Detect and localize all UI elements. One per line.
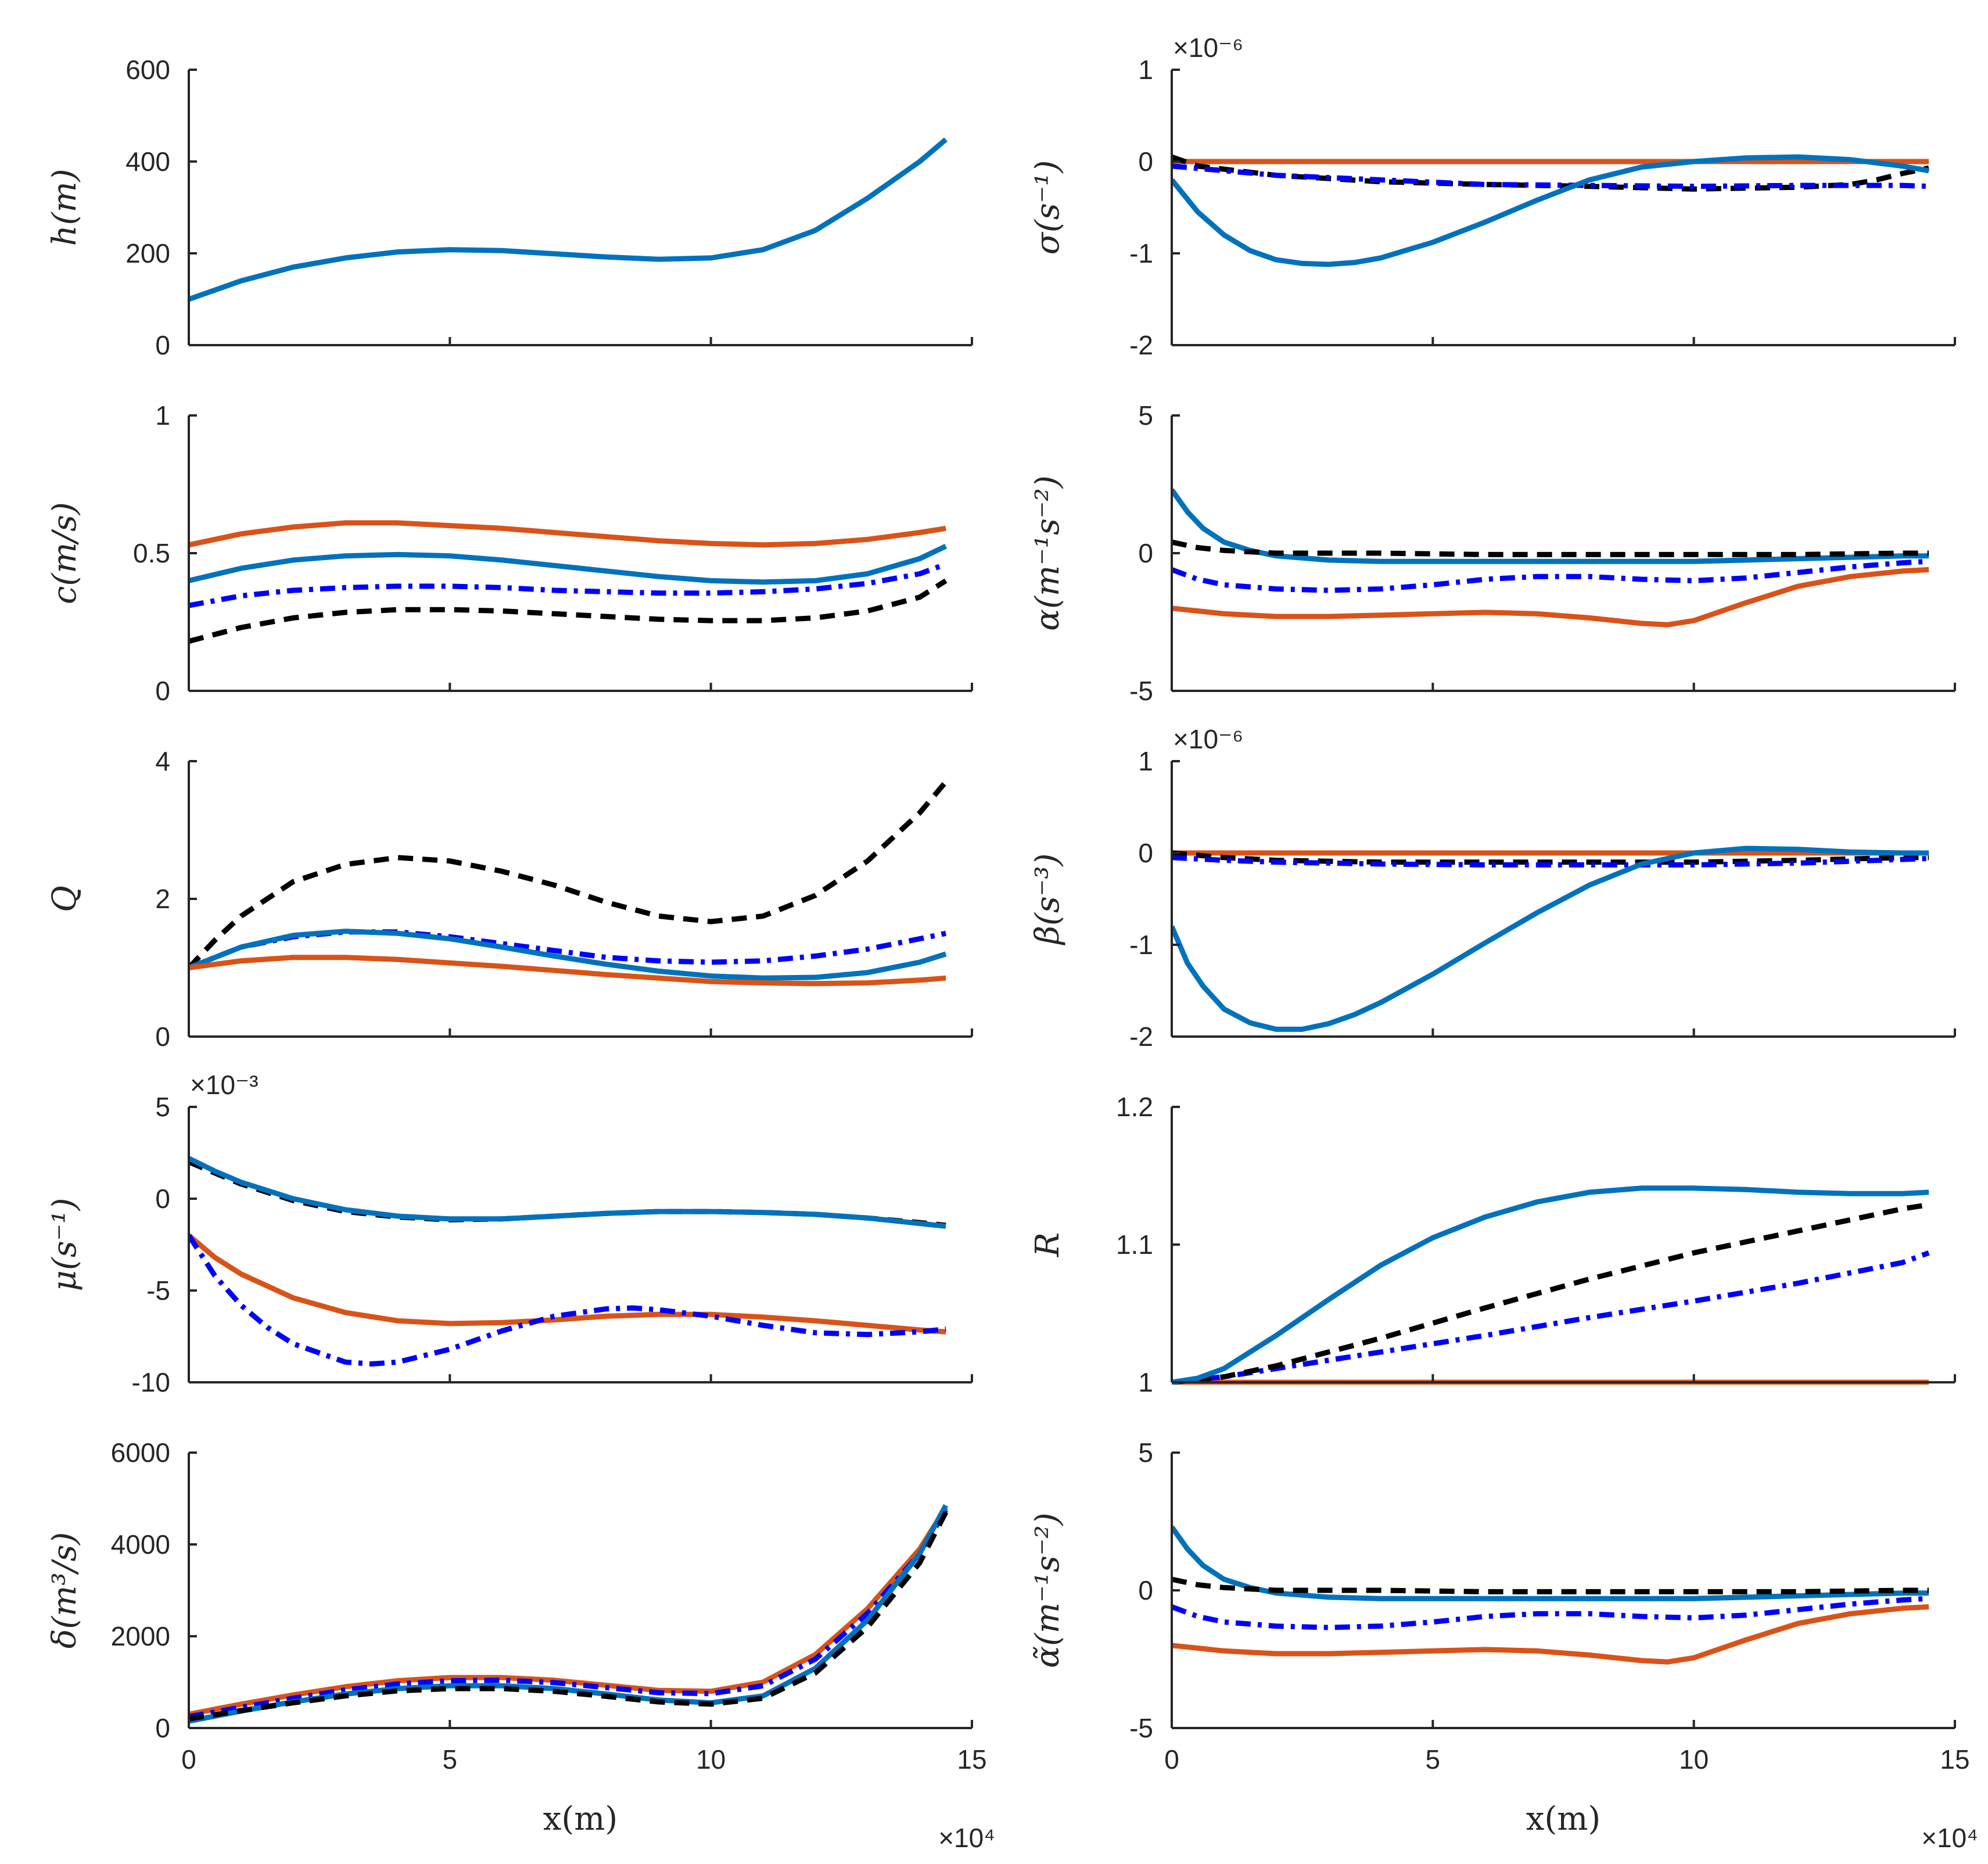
panel-6: -2 -1 0 1 ×10⁻⁶ β(s⁻³) [1029, 724, 1956, 1052]
panel-9: 0 5 10 15 0 2000 4000 6000 δ(m³/s) x(m) ×10⁴ [46, 1438, 995, 1853]
y-tick-label: 1 [1138, 746, 1153, 776]
y-axis-label: α̃(m⁻¹s⁻²) [1029, 1512, 1067, 1668]
y-axis-label: β(s⁻³) [1029, 854, 1067, 946]
y-axis-label: σ(s⁻¹) [1029, 160, 1067, 255]
y-axis-label: α(m⁻¹s⁻²) [1029, 475, 1067, 630]
x-tick-label: 5 [1426, 1744, 1441, 1775]
x-tick-label: 15 [1940, 1744, 1969, 1775]
series-solid-orange [1172, 1604, 1929, 1665]
panel-3: 0 0.5 1 c(m/s) [46, 400, 973, 706]
series-dashed-black [1172, 539, 1929, 557]
series-solid-blue [189, 137, 948, 302]
x-tick-label: 10 [1679, 1744, 1709, 1775]
y-tick-label: -5 [146, 1275, 170, 1306]
series-dashdot-blue [189, 1508, 948, 1719]
panel-5: 0 2 4 Q [46, 746, 973, 1052]
y-tick-label: 0 [155, 1713, 170, 1743]
y-tick-label: 0 [1138, 1575, 1153, 1605]
y-axis-label: δ(m³/s) [46, 1532, 84, 1649]
series-dashed-black [1172, 1202, 1929, 1385]
x-tick-label: 5 [443, 1744, 458, 1775]
y-tick-label: 5 [155, 1092, 170, 1122]
y-tick-label: 0.5 [133, 538, 170, 568]
series-solid-blue [1172, 845, 1929, 1032]
series-solid-orange [1172, 567, 1929, 628]
panel-7: -10 -5 0 5 ×10⁻³ μ(s⁻¹) [46, 1070, 973, 1397]
x-tick-label: 10 [696, 1744, 726, 1775]
series-dashed-black [189, 1511, 949, 1722]
series-dashdot-blue [1172, 558, 1929, 593]
panel-1: 0 200 400 600 h(m) [46, 55, 973, 360]
y-tick-label: 600 [125, 55, 170, 85]
y-exponent-label: ×10⁻³ [190, 1070, 259, 1100]
y-exponent-label: ×10⁻⁶ [1173, 33, 1243, 63]
series-dashdot-blue [1172, 163, 1929, 189]
y-axis-label: h(m) [46, 169, 84, 246]
y-tick-label: 4000 [111, 1529, 170, 1560]
y-tick-label: 0 [155, 1184, 170, 1214]
y-tick-label: -5 [1129, 1713, 1153, 1743]
y-tick-label: 1.2 [1116, 1092, 1153, 1122]
series-solid-blue [1172, 488, 1929, 564]
y-tick-label: 0 [1138, 538, 1153, 568]
x-tick-label: 0 [1164, 1744, 1179, 1775]
y-tick-label: 1 [1138, 55, 1153, 85]
y-tick-label: -1 [1129, 238, 1153, 268]
y-tick-label: -2 [1129, 330, 1153, 360]
series-solid-orange [189, 1233, 946, 1335]
series-solid-orange [189, 955, 946, 987]
x-tick-label: 0 [181, 1744, 196, 1775]
y-tick-label: 5 [1138, 400, 1153, 431]
y-tick-label: 2 [155, 884, 170, 914]
y-tick-label: 0 [1138, 838, 1153, 868]
y-tick-label: -5 [1129, 676, 1153, 706]
y-tick-label: 4 [155, 746, 170, 776]
series-solid-blue [1172, 1525, 1929, 1601]
x-tick-label: 15 [957, 1744, 986, 1775]
y-tick-label: 0 [155, 676, 170, 706]
series-dashdot-blue [1172, 1596, 1929, 1630]
y-axis-label: c(m/s) [46, 502, 84, 604]
series-solid-blue [189, 544, 948, 585]
y-tick-label: 400 [125, 146, 170, 177]
y-tick-label: -2 [1129, 1021, 1153, 1052]
x-axis-label: x(m) [543, 1800, 618, 1838]
y-tick-label: 1.1 [1116, 1229, 1153, 1260]
panel-2: -2 -1 0 1 ×10⁻⁶ σ(s⁻¹) [1029, 33, 1956, 360]
series-dashdot-blue [1172, 855, 1929, 868]
y-exponent-label: ×10⁻⁶ [1173, 724, 1243, 754]
y-axis-label: Q [46, 886, 84, 912]
y-tick-label: 6000 [111, 1438, 170, 1468]
y-tick-label: 1 [155, 400, 170, 431]
panel-4: -5 0 5 α(m⁻¹s⁻²) [1029, 400, 1956, 706]
y-tick-label: 2000 [111, 1621, 170, 1651]
y-tick-label: 0 [155, 1021, 170, 1052]
series-solid-orange [189, 520, 946, 548]
series-dashdot-blue [189, 561, 947, 608]
series-solid-blue [189, 1156, 946, 1229]
y-tick-label: 200 [125, 238, 170, 268]
panel-8: 1 1.1 1.2 R [1029, 1092, 1956, 1397]
y-tick-label: -10 [132, 1367, 170, 1397]
x-exponent-label: ×10⁴ [938, 1823, 995, 1853]
series-solid-orange [189, 1506, 948, 1717]
y-tick-label: 5 [1138, 1438, 1153, 1468]
y-axis-label: μ(s⁻¹) [46, 1198, 84, 1292]
x-axis-label: x(m) [1526, 1800, 1601, 1838]
series-solid-blue [189, 929, 947, 981]
series-dashed-black [189, 780, 948, 970]
y-tick-label: 0 [155, 330, 170, 360]
series-dashed-black [1172, 1576, 1929, 1594]
y-tick-label: 0 [1138, 146, 1153, 177]
x-exponent-label: ×10⁴ [1921, 1823, 1978, 1853]
panel-10: 0 5 10 15 -5 0 5 α̃(m⁻¹s⁻²) x(m) ×10⁴ [1029, 1438, 1978, 1853]
y-axis-label: R [1029, 1232, 1067, 1257]
series-dashed-black [189, 578, 948, 644]
series-solid-blue [1172, 154, 1929, 267]
y-tick-label: -1 [1129, 930, 1153, 960]
y-tick-label: 1 [1138, 1367, 1153, 1397]
series-solid-blue [1172, 1185, 1929, 1385]
